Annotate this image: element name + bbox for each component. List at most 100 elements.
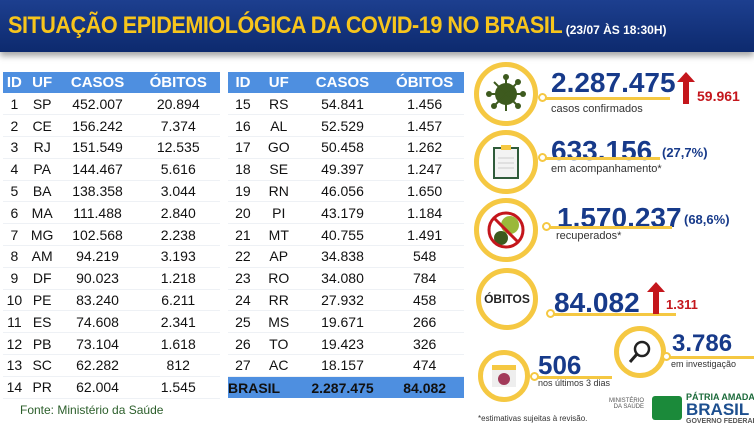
table-cell: 1.491 [385,223,464,247]
table-cell: 474 [385,354,464,377]
table-cell: AM [25,245,59,268]
table-cell: 24 [228,289,258,312]
investigation-value: 3.786 [672,330,733,357]
total-cell: BRASIL [228,376,300,399]
deaths-value: 84.082 [554,287,640,318]
brand-text: BRASIL [686,400,750,419]
table-cell: 138.358 [58,180,137,203]
table-cell: 2.341 [136,310,220,334]
table-cell: 2.238 [136,223,220,247]
table-cell: 144.467 [58,158,137,181]
table-cell: 27 [228,354,258,377]
table-cell: PR [25,376,59,399]
recovered-label: recuperados* [556,230,622,242]
table-cell: RN [257,180,300,203]
table-cell: 52.529 [299,114,386,138]
no-virus-icon [474,198,538,262]
table-cell: CE [25,114,59,138]
table-row: 26 TO 19.423 326 [228,332,464,356]
table-cell: 151.549 [58,136,137,159]
monitoring-pct: (27,7%) [662,145,708,160]
table-cell: 10 [3,289,26,312]
table-cell: MS [257,310,300,334]
table-row: 14 PR 62.004 1.545 [3,376,220,399]
table-row: 7 MG 102.568 2.238 [3,223,220,247]
table-row: 24 RR 27.932 458 [228,289,464,312]
table-cell: 13 [3,354,26,377]
states-table-left: ID UF CASOS ÓBITOS 1 SP 452.007 20.894 2 CE 156.24… [3,72,220,399]
table-cell: 18 [228,158,258,181]
table-row: 10 PE 83.240 6.211 [3,289,220,312]
table-row: 17 GO 50.458 1.262 [228,136,464,159]
table-cell: GO [257,136,300,159]
table-cell: 12 [3,332,26,356]
table-cell: 73.104 [58,332,137,356]
table-cell: SE [257,158,300,181]
table-cell: RJ [25,136,59,159]
total-cell: 2.287.475 [299,376,386,399]
column-header: ID [228,72,258,93]
table-cell: 2 [3,114,26,138]
table-row: 4 PA 144.467 5.616 [3,158,220,181]
table-cell: 17 [228,136,258,159]
table-cell: 19.671 [299,310,386,334]
table-cell: SC [25,354,59,377]
table-cell: PA [25,158,59,181]
table-cell: 1.457 [385,114,464,138]
deaths-badge: ÓBITOS [476,268,538,330]
brand-top-text: PÁTRIA AMADA [686,392,754,402]
table-cell: 12.535 [136,136,220,159]
column-header: ÓBITOS [136,72,220,93]
table-cell: 812 [136,354,220,377]
table-cell: MG [25,223,59,247]
virus-icon [474,62,538,126]
table-row: 9 DF 90.023 1.218 [3,267,220,290]
timestamp: (23/07 ÀS 18:30H) [565,23,667,37]
table-cell: 14 [3,376,26,399]
table-cell: TO [257,332,300,356]
table-cell: 1.218 [136,267,220,290]
table-cell: 1.262 [385,136,464,159]
table-cell: 3.193 [136,245,220,268]
table-cell: 18.157 [299,354,386,377]
arrow-up-icon [647,282,665,292]
table-cell: 43.179 [299,201,386,225]
table-cell: PI [257,201,300,225]
table-row: 22 AP 34.838 548 [228,245,464,268]
table-row: 5 BA 138.358 3.044 [3,180,220,203]
table-cell: 7 [3,223,26,247]
table-cell: 102.568 [58,223,137,247]
table-row: 8 AM 94.219 3.193 [3,245,220,268]
table-cell: 25 [228,310,258,334]
brand-sub-text: GOVERNO FEDERAL [686,418,754,425]
confirmed-value: 2.287.475 [551,67,676,98]
column-header: UF [257,72,300,93]
table-row: 3 RJ 151.549 12.535 [3,136,220,159]
table-cell: 7.374 [136,114,220,138]
investigation-label: em investigação [671,359,737,369]
table-cell: 1.247 [385,158,464,181]
column-header: ÓBITOS [385,72,464,93]
table-cell: MT [257,223,300,247]
source-note: Fonte: Ministério da Saúde [20,403,164,417]
table-cell: BA [25,180,59,203]
table-cell: 5.616 [136,158,220,181]
table-cell: 1.456 [385,93,464,116]
table-cell: 2.840 [136,201,220,225]
table-row: 27 AC 18.157 474 [228,354,464,377]
table-cell: 8 [3,245,26,268]
table-cell: PB [25,332,59,356]
table-cell: 34.838 [299,245,386,268]
table-cell: 15 [228,93,258,116]
table-cell: 40.755 [299,223,386,247]
table-cell: 49.397 [299,158,386,181]
table-cell: 11 [3,310,26,334]
table-cell: 4 [3,158,26,181]
table-row: 15 RS 54.841 1.456 [228,93,464,116]
table-cell: 46.056 [299,180,386,203]
ministry-logo: MINISTÉRIO DA SAÚDE [608,398,644,410]
table-cell: 1.545 [136,376,220,399]
table-cell: 90.023 [58,267,137,290]
table-row: 25 MS 19.671 266 [228,310,464,334]
brasil-flag-logo [652,396,682,420]
